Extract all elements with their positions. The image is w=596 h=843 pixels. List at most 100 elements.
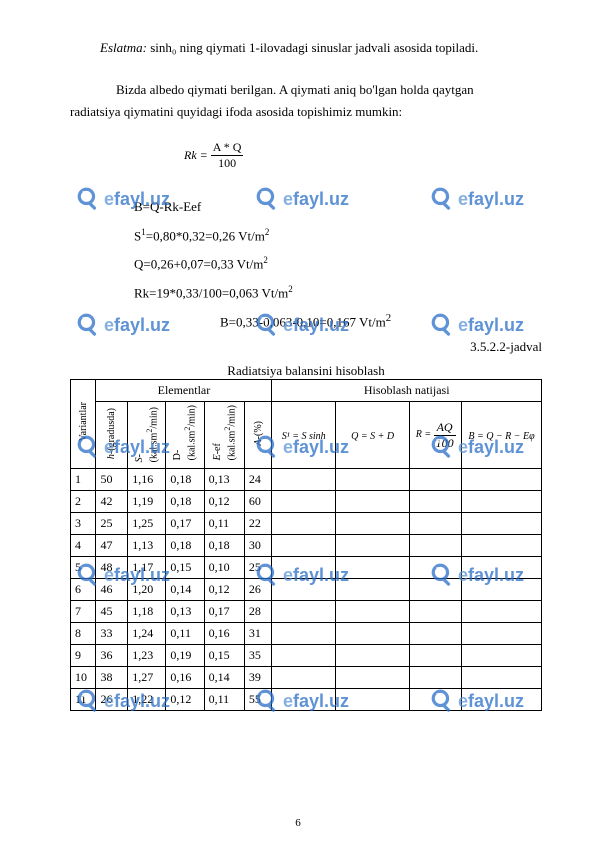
table-row: 10381,270,160,1439 (71, 666, 542, 688)
cell: 0,16 (166, 666, 204, 688)
cell: 38 (96, 666, 128, 688)
cell-empty (462, 688, 542, 710)
cell: 9 (71, 644, 96, 666)
cell: 60 (244, 490, 272, 512)
cell: 6 (71, 578, 96, 600)
cell: 26 (96, 688, 128, 710)
eq-s1: S1=0,80*0,32=0,26 Vt/m2 (134, 226, 542, 246)
cell: 3 (71, 512, 96, 534)
rk-fraction: A * Q 100 (211, 140, 244, 171)
cell: 0,13 (166, 600, 204, 622)
cell-empty (336, 556, 410, 578)
cell: 24 (244, 468, 272, 490)
col-f-r: R = AQ100 (410, 402, 462, 468)
cell: 42 (96, 490, 128, 512)
cell-empty (410, 622, 462, 644)
cell: 5 (71, 556, 96, 578)
table-row: 1501,160,180,1324 (71, 468, 542, 490)
cell-empty (410, 534, 462, 556)
cell-empty (336, 666, 410, 688)
cell: 10 (71, 666, 96, 688)
cell: 1 (71, 468, 96, 490)
cell-empty (410, 490, 462, 512)
col-s: S-(kal.sm2/min) (128, 402, 166, 468)
table-row: 9361,230,190,1535 (71, 644, 542, 666)
cell-empty (336, 644, 410, 666)
table-row: 8331,240,110,1631 (71, 622, 542, 644)
cell: 0,11 (166, 622, 204, 644)
cell: 0,18 (166, 468, 204, 490)
cell-empty (336, 688, 410, 710)
cell: 28 (244, 600, 272, 622)
cell-empty (272, 666, 336, 688)
table-row: 5481,170,150,1025 (71, 556, 542, 578)
cell-empty (336, 490, 410, 512)
cell: 1,19 (128, 490, 166, 512)
cell-empty (336, 468, 410, 490)
cell-empty (336, 578, 410, 600)
cell-empty (410, 512, 462, 534)
table-body: 1501,160,180,13242421,190,180,12603251,2… (71, 468, 542, 710)
cell-empty (410, 600, 462, 622)
cell-empty (272, 490, 336, 512)
eq-b-val: B=0,33-0,063-0,10=0,167 Vt/m2 (220, 311, 542, 332)
cell-empty (462, 666, 542, 688)
cell: 0,13 (204, 468, 244, 490)
table-caption: Radiatsiya balansini hisoblash (70, 363, 542, 379)
eq-q: Q=0,26+0,07=0,33 Vt/m2 (134, 254, 542, 274)
cell: 0,15 (166, 556, 204, 578)
note-paragraph: Eslatma: sinh₀ ning qiymati 1-ilovadagi … (70, 38, 542, 58)
cell: 0,19 (166, 644, 204, 666)
page: Eslatma: sinh₀ ning qiymati 1-ilovadagi … (0, 0, 596, 843)
cell: 35 (244, 644, 272, 666)
note-label: Eslatma: (100, 40, 147, 55)
balance-table: Variantlar Elementlar Hisoblash natijasi… (70, 379, 542, 710)
cell: 0,18 (166, 534, 204, 556)
cell: 1,24 (128, 622, 166, 644)
col-a: A-(%) (244, 402, 272, 468)
cell: 0,18 (204, 534, 244, 556)
cell: 0,12 (166, 688, 204, 710)
cell-empty (462, 534, 542, 556)
cell: 0,17 (204, 600, 244, 622)
cell-empty (336, 534, 410, 556)
cell: 11 (71, 688, 96, 710)
cell: 45 (96, 600, 128, 622)
table-row: 3251,250,170,1122 (71, 512, 542, 534)
cell: 2 (71, 490, 96, 512)
table-row: 11261,220,120,1155 (71, 688, 542, 710)
cell: 0,11 (204, 512, 244, 534)
cell-empty (272, 512, 336, 534)
table-number: 3.5.2.2-jadval (70, 339, 542, 355)
cell: 39 (244, 666, 272, 688)
cell: 1,25 (128, 512, 166, 534)
cell-empty (336, 600, 410, 622)
cell: 47 (96, 534, 128, 556)
cell: 46 (96, 578, 128, 600)
cell-empty (462, 490, 542, 512)
cell: 0,10 (204, 556, 244, 578)
rk-lhs: Rk = (184, 149, 211, 163)
cell: 25 (96, 512, 128, 534)
cell: 1,13 (128, 534, 166, 556)
table-row: 2421,190,180,1260 (71, 490, 542, 512)
cell: 1,22 (128, 688, 166, 710)
rk-numerator: A * Q (211, 140, 244, 156)
cell-empty (462, 644, 542, 666)
col-f-s1: S¹ = S sinh (272, 402, 336, 468)
cell-empty (272, 600, 336, 622)
cell: 0,15 (204, 644, 244, 666)
col-f-q: Q = S + D (336, 402, 410, 468)
cell-empty (462, 578, 542, 600)
table-row: 6461,200,140,1226 (71, 578, 542, 600)
cell-empty (272, 578, 336, 600)
eq-b-def: B=Q-Rk-Eef (134, 197, 542, 217)
cell: 4 (71, 534, 96, 556)
cell-empty (410, 666, 462, 688)
cell-empty (336, 622, 410, 644)
cell: 0,14 (166, 578, 204, 600)
page-number: 6 (0, 817, 596, 829)
cell: 1,20 (128, 578, 166, 600)
cell: 33 (96, 622, 128, 644)
rk-denominator: 100 (211, 156, 244, 171)
